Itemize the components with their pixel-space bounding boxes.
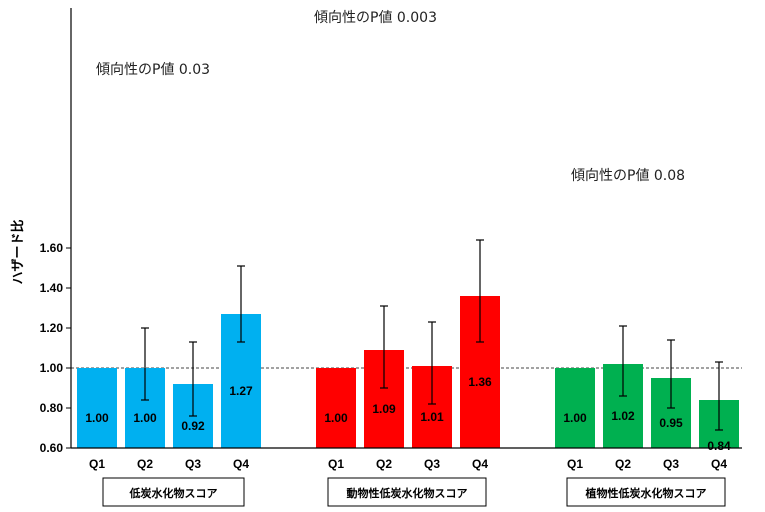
- y-tick-label: 1.20: [40, 321, 64, 335]
- y-tick-label: 0.80: [40, 401, 64, 415]
- trend-p-annotation: 傾向性のP値 0.003: [314, 10, 437, 26]
- bar: [316, 368, 356, 448]
- x-tick-label: Q4: [472, 457, 488, 471]
- bar: [77, 368, 117, 448]
- bar-value-label: 0.84: [707, 439, 731, 453]
- bar-value-label: 1.00: [85, 411, 109, 425]
- x-tick-label: Q4: [233, 457, 249, 471]
- bar-value-label: 1.27: [229, 384, 253, 398]
- group-label: 動物性低炭水化物スコア: [347, 486, 468, 500]
- y-axis-label: ハザード比: [10, 219, 26, 284]
- group-label-box: [327, 477, 487, 507]
- x-tick-label: Q1: [328, 457, 344, 471]
- bar-value-label: 1.01: [420, 410, 444, 424]
- y-tick-label: 1.60: [40, 241, 64, 255]
- bar-value-label: 0.92: [181, 419, 205, 433]
- bar: [555, 368, 595, 448]
- bar-value-label: 1.02: [611, 409, 635, 423]
- bar-value-label: 1.00: [563, 411, 587, 425]
- trend-p-annotation: 傾向性のP値 0.03: [96, 62, 210, 78]
- group-label-box: [102, 477, 245, 507]
- x-tick-label: Q4: [711, 457, 727, 471]
- y-tick-label: 0.60: [40, 441, 64, 455]
- x-tick-label: Q3: [185, 457, 201, 471]
- x-tick-label: Q1: [567, 457, 583, 471]
- group-label-box: [566, 477, 726, 507]
- bar-value-label: 1.00: [133, 411, 157, 425]
- group-label: 低炭水化物スコア: [129, 486, 218, 500]
- bar-value-label: 1.36: [468, 375, 492, 389]
- trend-p-annotation: 傾向性のP値 0.08: [571, 168, 685, 184]
- x-tick-label: Q2: [137, 457, 153, 471]
- x-tick-label: Q2: [376, 457, 392, 471]
- x-tick-label: Q3: [663, 457, 679, 471]
- bar-value-label: 0.95: [659, 416, 683, 430]
- x-tick-label: Q1: [89, 457, 105, 471]
- x-tick-label: Q3: [424, 457, 440, 471]
- y-tick-label: 1.40: [40, 281, 64, 295]
- y-tick-label: 1.00: [40, 361, 64, 375]
- bar-value-label: 1.00: [324, 411, 348, 425]
- bar-value-label: 1.09: [372, 402, 396, 416]
- x-tick-label: Q2: [615, 457, 631, 471]
- group-label: 植物性低炭水化物スコア: [585, 486, 707, 500]
